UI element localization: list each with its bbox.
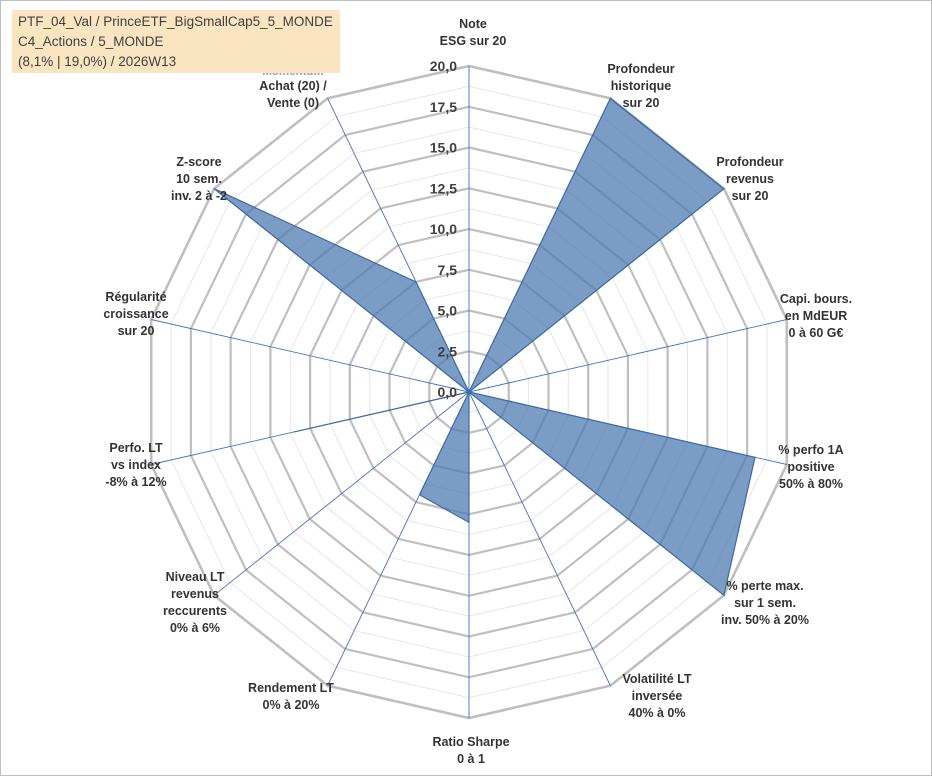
radar-axis-label: % perte max. sur 1 sem. inv. 50% à 20% [721,579,809,627]
portfolio-info-box: PTF_04_Val / PrinceETF_BigSmallCap5_5_MO… [12,10,340,73]
radar-axis-label: Note ESG sur 20 [440,17,507,48]
portfolio-title: PTF_04_Val / PrinceETF_BigSmallCap5_5_MO… [18,14,333,29]
radar-axis-label: Profondeur historique sur 20 [607,62,674,110]
radar-series-area [213,97,756,597]
portfolio-stats: (8,1% | 19,0%) / 2026W13 [18,54,177,69]
radar-axis-labels: Note ESG sur 20 Profondeur historique sur 20… [103,17,852,766]
radar-axis-label: Ratio Sharpe 0 à 1 [432,735,509,766]
radar-tick-label: 17,5 [430,99,457,115]
radar-axis-label: Perfo. LT vs index -8% à 12% [105,441,166,489]
radar-tick-label: 2,5 [438,343,458,359]
radar-spoke [213,391,470,596]
radar-tick-label: 0,0 [438,384,458,400]
radar-spoke [468,319,787,393]
radar-axis-label: Régularité croissance sur 20 [103,290,168,338]
radar-axis-label: % perfo 1A positive 50% à 80% [778,443,843,491]
radar-tick-label: 7,5 [438,262,458,278]
radar-tick-label: 10,0 [430,221,457,237]
portfolio-category: C4_Actions / 5_MONDE [18,34,164,49]
radar-axis-label: Profondeur revenus sur 20 [716,155,783,203]
radar-tick-labels: 0,0 2,5 5,0 7,5 10,0 12,5 15,0 17,5 20,0 [430,58,457,400]
radar-spoke [151,319,470,393]
radar-spoke [468,391,611,686]
radar-tick-label: 20,0 [430,58,457,74]
radar-axis-label: Volatilité LT inversée 40% à 0% [623,672,692,720]
radar-axis-label: Rendement LT 0% à 20% [248,681,334,712]
radar-tick-label: 5,0 [438,303,458,319]
radar-axis-label: Capi. bours. en MdEUR 0 à 60 G€ [780,292,852,340]
radar-tick-label: 12,5 [430,180,457,196]
radar-tick-label: 15,0 [430,140,457,156]
radar-axis-label: Z-score 10 sem. inv. 2 à -2 [171,155,227,203]
radar-axis-label: Niveau LT revenus reccurents 0% à 6% [163,570,227,635]
radar-axis-label: Achat (20) / Vente (0) [259,79,327,110]
radar-series [213,97,756,597]
